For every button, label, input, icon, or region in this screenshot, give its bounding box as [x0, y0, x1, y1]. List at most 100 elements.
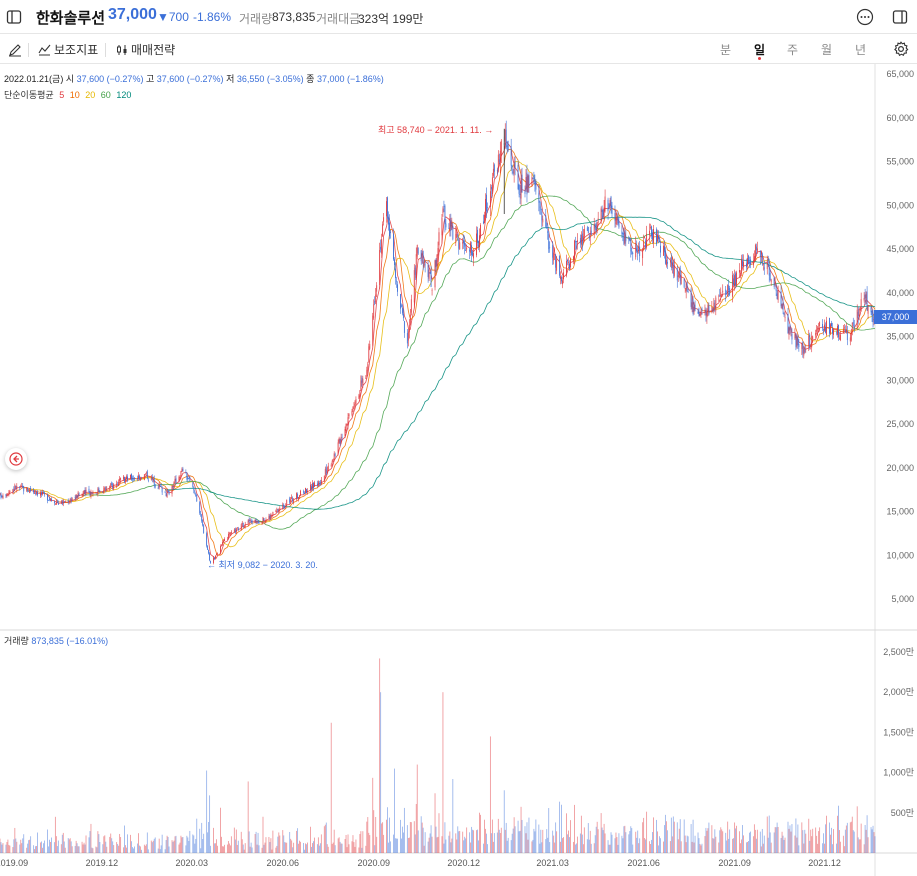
volume-bar [112, 841, 114, 853]
candle-body [126, 476, 127, 479]
volume-bar [547, 837, 549, 853]
volume-bar [485, 828, 486, 853]
candle-body [593, 224, 595, 235]
candle-body [415, 254, 417, 278]
candle-body [116, 483, 118, 486]
volume-bar [389, 817, 390, 853]
volume-bar [844, 829, 846, 853]
volume-bar [503, 790, 505, 853]
candle-body [320, 479, 322, 485]
candle-body [166, 490, 168, 497]
trade-strategy-button[interactable]: 매매전략 [116, 41, 175, 58]
volume-bar [575, 844, 576, 853]
candle-body [644, 236, 646, 239]
candle-body [386, 201, 387, 217]
volume-bar [236, 844, 238, 853]
volume-bar [719, 830, 721, 853]
settings-gear-icon[interactable] [890, 38, 912, 60]
candle-body [866, 291, 868, 311]
volume-bar [344, 838, 346, 853]
moving-average-legend[interactable]: 단순이동평균 5 10 20 60 120 [4, 88, 134, 101]
volume-bar [61, 834, 63, 853]
more-options-icon[interactable] [854, 6, 876, 28]
volume-bar [653, 817, 654, 853]
candle-body [339, 438, 341, 444]
volume-bar [325, 822, 327, 853]
candle-body [815, 332, 817, 336]
candle-body [140, 478, 142, 479]
side-panel-icon[interactable] [889, 6, 911, 28]
period-month[interactable]: 월 [821, 43, 833, 57]
candle-body [451, 222, 453, 229]
volume-bar [209, 795, 211, 853]
candle-body [708, 305, 710, 315]
volume-bar [195, 838, 197, 853]
volume-bar [760, 846, 762, 853]
volume-tick-label: 1,500만 [883, 727, 914, 737]
volume-bar [600, 813, 602, 853]
candle-body [106, 489, 108, 490]
ma-5-line [5, 141, 876, 560]
candle-body [477, 229, 478, 243]
volume-bar [214, 843, 215, 853]
period-day[interactable]: 일 [754, 43, 766, 57]
candle-body [582, 236, 584, 242]
candle-body [850, 331, 852, 341]
candle-body [438, 232, 440, 246]
candle-body [138, 475, 139, 479]
sidebar-toggle-icon[interactable] [3, 6, 25, 28]
candle-body [553, 252, 555, 261]
candle-body [560, 276, 562, 280]
volume-bar [97, 831, 99, 853]
volume-bar [451, 838, 453, 853]
drawing-tool-icon[interactable] [4, 39, 26, 61]
volume-bar [210, 845, 212, 853]
candle-body [251, 521, 253, 523]
volume-bar [95, 846, 97, 853]
volume-bar [809, 840, 811, 853]
candle-body [594, 223, 596, 229]
candle-body [714, 305, 716, 308]
candle-body [638, 246, 640, 251]
period-minute[interactable]: 분 [720, 43, 732, 57]
volume-bar [469, 832, 471, 853]
volume-bar [424, 832, 426, 853]
volume-bar [151, 842, 153, 853]
candle-body [13, 488, 15, 491]
volume-bar [249, 846, 251, 853]
volume-bar [223, 846, 224, 853]
volume-bar [254, 834, 256, 853]
candle-body [870, 307, 872, 313]
candle-body [496, 169, 498, 171]
period-week[interactable]: 주 [787, 43, 799, 57]
candle-body [406, 333, 408, 344]
volume-bar [270, 838, 272, 853]
volume-bar [780, 837, 782, 853]
candle-body [472, 251, 474, 256]
stock-chart[interactable]: 5,000 10,000 15,000 20,000 25,000 30,000 35,00… [0, 64, 917, 876]
candle-body [330, 464, 332, 467]
volume-bar [580, 815, 582, 853]
volume-bar [492, 841, 494, 853]
volume-bar [62, 832, 64, 853]
candle-body [555, 254, 557, 268]
volume-bar [480, 814, 481, 853]
volume-bar [437, 836, 439, 853]
volume-bar [483, 843, 484, 853]
candle-body [476, 233, 477, 256]
scroll-back-button[interactable] [5, 448, 27, 470]
candle-body [383, 217, 385, 222]
candle-body [224, 539, 225, 542]
volume-bar [650, 843, 651, 853]
candle-body [48, 500, 49, 501]
volume-bar [692, 819, 694, 853]
indicator-button[interactable]: 보조지표 [38, 41, 98, 58]
candle-body [338, 438, 340, 443]
candle-body [863, 298, 865, 301]
period-year[interactable]: 년 [855, 43, 867, 57]
candle-body [298, 497, 300, 500]
candle-body [44, 492, 45, 495]
candle-body [226, 538, 228, 540]
ma-60-line [82, 195, 876, 530]
candle-body [352, 407, 354, 412]
